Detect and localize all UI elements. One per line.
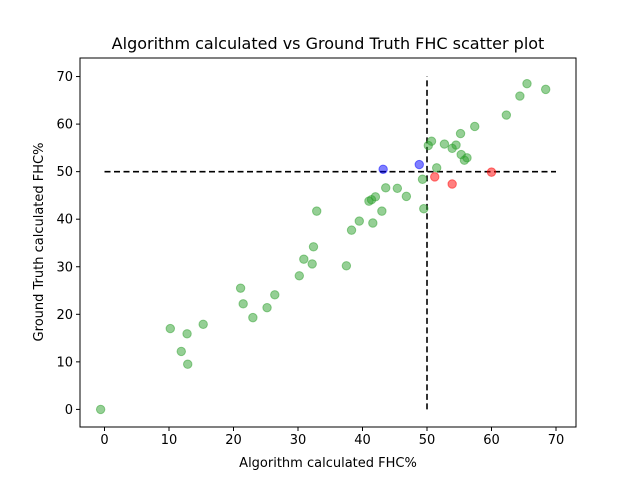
- data-point: [248, 312, 258, 323]
- data-point: [377, 206, 387, 216]
- y-tick-label: 20: [56, 308, 73, 323]
- data-point: [522, 78, 532, 89]
- data-point: [368, 218, 378, 228]
- data-points: [95, 78, 551, 415]
- x-tick-label: 30: [290, 433, 307, 448]
- data-point: [182, 329, 192, 339]
- y-tick-label: 60: [56, 118, 73, 133]
- data-point: [346, 225, 357, 235]
- data-point: [451, 140, 461, 150]
- data-point: [515, 91, 525, 101]
- y-axis-ticks: 0 10 20 30 40 50 60 70: [56, 70, 80, 418]
- y-tick-label: 40: [56, 213, 73, 228]
- data-point: [307, 259, 317, 269]
- data-point: [540, 84, 551, 95]
- data-point: [294, 271, 304, 281]
- x-tick-label: 70: [548, 433, 565, 448]
- data-point: [235, 283, 246, 293]
- data-point: [470, 121, 480, 132]
- data-point: [95, 404, 106, 415]
- x-tick-label: 0: [100, 433, 108, 448]
- data-point: [308, 242, 319, 252]
- y-tick-label: 10: [56, 355, 73, 370]
- data-point: [419, 204, 429, 214]
- data-point: [486, 167, 497, 177]
- data-point: [341, 261, 352, 271]
- x-tick-label: 40: [354, 433, 371, 448]
- chart-title: Algorithm calculated vs Ground Truth FHC…: [112, 34, 545, 53]
- plot-area: [79, 57, 577, 428]
- data-point: [198, 319, 208, 329]
- data-point: [262, 302, 272, 313]
- y-axis-label: Ground Truth calculated FHC%: [32, 143, 47, 342]
- data-point: [392, 183, 403, 193]
- data-point: [378, 164, 388, 174]
- y-tick-label: 0: [65, 403, 73, 418]
- x-tick-label: 20: [225, 433, 242, 448]
- data-point: [439, 139, 450, 149]
- data-point: [401, 191, 412, 202]
- data-point: [238, 299, 248, 309]
- data-point: [183, 359, 193, 369]
- data-point: [270, 290, 280, 300]
- x-tick-label: 60: [483, 433, 500, 448]
- data-point: [381, 183, 391, 193]
- reference-lines: [104, 76, 557, 410]
- y-tick-label: 70: [56, 70, 73, 85]
- data-point: [165, 323, 175, 334]
- data-point: [430, 172, 440, 182]
- x-axis-label: Algorithm calculated FHC%: [239, 456, 417, 471]
- data-point: [299, 254, 309, 264]
- data-point: [501, 110, 512, 120]
- data-point: [447, 179, 457, 189]
- data-point: [455, 128, 466, 139]
- data-point: [417, 174, 428, 184]
- x-tick-label: 50: [419, 433, 436, 448]
- data-point: [462, 153, 472, 163]
- data-point: [354, 216, 364, 226]
- y-tick-label: 50: [56, 165, 73, 180]
- data-point: [176, 346, 186, 357]
- data-point: [312, 206, 322, 216]
- data-point: [431, 163, 442, 173]
- x-tick-label: 10: [161, 433, 178, 448]
- y-tick-label: 30: [56, 260, 73, 275]
- data-point: [370, 192, 381, 202]
- x-axis-ticks: 0 10 20 30 40 50 60 70: [100, 427, 564, 448]
- data-point: [426, 136, 437, 146]
- data-point: [414, 159, 424, 170]
- axes-frame: [79, 57, 577, 428]
